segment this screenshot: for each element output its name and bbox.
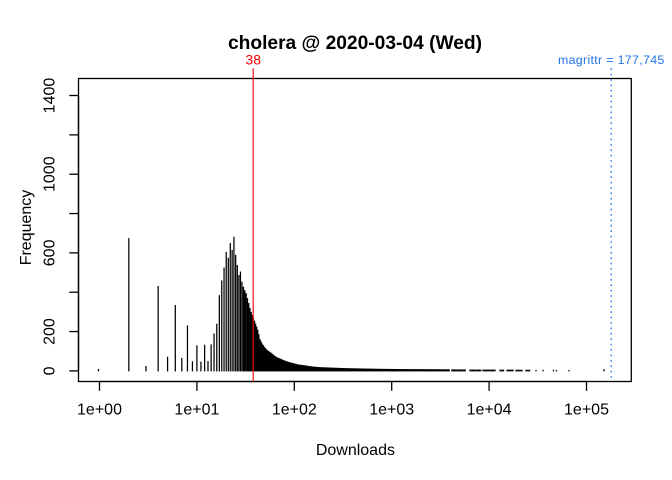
svg-text:1000: 1000 — [42, 156, 59, 192]
svg-text:0: 0 — [42, 366, 59, 375]
svg-text:cholera @ 2020-03-04 (Wed): cholera @ 2020-03-04 (Wed) — [228, 33, 482, 54]
svg-text:600: 600 — [42, 239, 59, 266]
svg-text:1e+00: 1e+00 — [77, 401, 122, 418]
svg-text:38: 38 — [245, 51, 261, 67]
svg-text:1e+01: 1e+01 — [174, 401, 219, 418]
svg-text:1400: 1400 — [42, 78, 59, 114]
svg-text:1e+04: 1e+04 — [467, 401, 512, 418]
svg-text:1e+03: 1e+03 — [369, 401, 414, 418]
svg-text:Frequency: Frequency — [18, 190, 35, 266]
svg-text:magrittr = 177,745: magrittr = 177,745 — [558, 53, 665, 67]
svg-text:200: 200 — [42, 318, 59, 345]
svg-text:1e+02: 1e+02 — [272, 401, 317, 418]
svg-text:1e+05: 1e+05 — [564, 401, 609, 418]
svg-text:Downloads: Downloads — [316, 442, 395, 459]
